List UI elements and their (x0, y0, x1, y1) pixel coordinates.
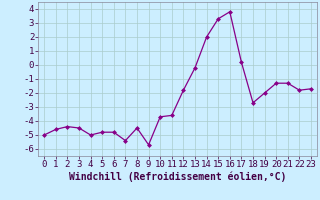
X-axis label: Windchill (Refroidissement éolien,°C): Windchill (Refroidissement éolien,°C) (69, 172, 286, 182)
